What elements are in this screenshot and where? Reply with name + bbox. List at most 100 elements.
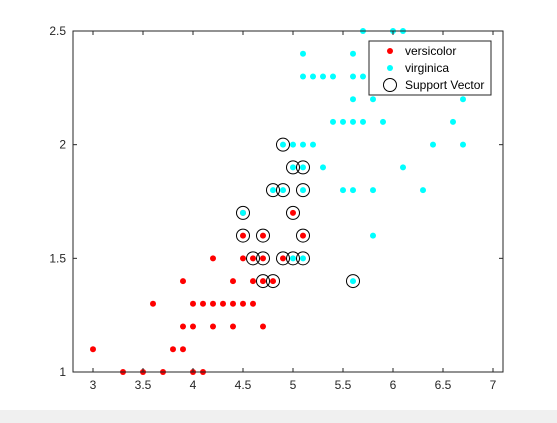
virginica-point — [370, 232, 376, 239]
x-tick-label: 6 — [390, 378, 397, 392]
virginica-point — [290, 141, 296, 148]
virginica-point — [460, 141, 466, 148]
versicolor-point — [220, 300, 226, 307]
x-tick-label: 7 — [490, 378, 497, 392]
virginica-point — [460, 96, 466, 103]
virginica-point — [300, 255, 306, 262]
virginica-point — [350, 96, 356, 103]
virginica-point — [360, 73, 366, 80]
support-vector-circle — [236, 205, 250, 220]
y-tick-label: 1.5 — [49, 251, 66, 265]
versicolor-point — [260, 278, 266, 285]
x-tick-label: 4.5 — [235, 378, 252, 392]
support-vector-circle — [246, 251, 260, 266]
versicolor-point — [240, 255, 246, 262]
virginica-point — [370, 187, 376, 194]
versicolor-point — [260, 323, 266, 330]
legend-versicolor-marker — [387, 48, 393, 54]
support-vector-circle — [256, 228, 270, 243]
virginica-point — [290, 255, 296, 262]
versicolor-point — [290, 209, 296, 216]
versicolor-point — [90, 346, 96, 353]
support-vector-circles — [236, 137, 360, 289]
x-tick-label: 5 — [290, 378, 297, 392]
versicolor-point — [240, 232, 246, 239]
virginica-point — [310, 73, 316, 80]
x-tick-label: 5.5 — [335, 378, 352, 392]
support-vector-circle — [296, 183, 310, 198]
support-vector-circle — [256, 251, 270, 266]
versicolor-point — [270, 278, 276, 285]
virginica-point — [320, 164, 326, 171]
support-vector-circle — [286, 160, 300, 175]
virginica-point — [330, 73, 336, 80]
legend: versicolor virginica Support Vector — [368, 40, 492, 96]
support-vector-circle — [276, 183, 290, 198]
support-vector-circle — [296, 228, 310, 243]
virginica-point — [290, 164, 296, 171]
scatter-chart: 3 3.5 4 4.5 5 5.5 6 6.5 7 1 1.5 2 2.5 versicolor vi… — [49, 24, 504, 392]
legend-versicolor-label: versicolor — [405, 44, 456, 58]
versicolor-point — [250, 300, 256, 307]
versicolor-point — [260, 255, 266, 262]
support-vector-circle — [266, 274, 280, 289]
virginica-point — [420, 187, 426, 194]
virginica-point — [310, 141, 316, 148]
versicolor-point — [230, 278, 236, 285]
legend-virginica-label: virginica — [405, 61, 449, 75]
virginica-point — [300, 164, 306, 171]
versicolor-point — [180, 346, 186, 353]
y-tick-label: 2.5 — [49, 24, 66, 38]
support-vector-circle — [266, 183, 280, 198]
virginica-point — [240, 209, 246, 216]
axes-box — [72, 30, 504, 373]
virginica-point — [340, 187, 346, 194]
x-tick-label: 6.5 — [435, 378, 452, 392]
virginica-point — [400, 164, 406, 171]
versicolor-point — [180, 323, 186, 330]
virginica-point — [350, 278, 356, 285]
support-vector-circle — [236, 228, 250, 243]
y-axis-ticks: 1 1.5 2 2.5 — [49, 24, 503, 379]
versicolor-point — [250, 278, 256, 285]
virginica-point — [350, 187, 356, 194]
virginica-point — [300, 187, 306, 194]
virginica-point — [270, 187, 276, 194]
versicolor-point — [210, 323, 216, 330]
virginica-point — [280, 187, 286, 194]
virginica-point — [300, 141, 306, 148]
virginica-point — [300, 50, 306, 57]
versicolor-point — [230, 323, 236, 330]
legend-support-vector-label: Support Vector — [405, 78, 484, 92]
x-tick-label: 3.5 — [135, 378, 152, 392]
versicolor-point — [200, 300, 206, 307]
versicolor-point — [300, 232, 306, 239]
virginica-point — [300, 73, 306, 80]
versicolor-point — [240, 300, 246, 307]
virginica-point — [350, 118, 356, 125]
virginica-point — [360, 118, 366, 125]
versicolor-point — [210, 255, 216, 262]
legend-virginica-marker — [387, 65, 393, 71]
virginica-point — [380, 118, 386, 125]
x-axis-ticks: 3 3.5 4 4.5 5 5.5 6 6.5 7 — [90, 31, 497, 392]
virginica-point — [350, 73, 356, 80]
versicolor-point — [180, 278, 186, 285]
versicolor-point — [280, 255, 286, 262]
versicolor-point — [230, 300, 236, 307]
virginica-point — [450, 118, 456, 125]
virginica-point — [370, 96, 376, 103]
virginica-point — [280, 141, 286, 148]
versicolor-point — [260, 232, 266, 239]
support-vector-circle — [296, 251, 310, 266]
support-vector-circle — [286, 251, 300, 266]
support-vector-circle — [276, 251, 290, 266]
versicolor-point — [170, 346, 176, 353]
support-vector-circle — [286, 205, 300, 220]
support-vector-circle — [346, 274, 360, 289]
versicolor-point — [190, 323, 196, 330]
virginica-point — [350, 50, 356, 57]
x-tick-label: 3 — [90, 378, 97, 392]
support-vector-circle — [256, 274, 270, 289]
virginica-point — [340, 118, 346, 125]
